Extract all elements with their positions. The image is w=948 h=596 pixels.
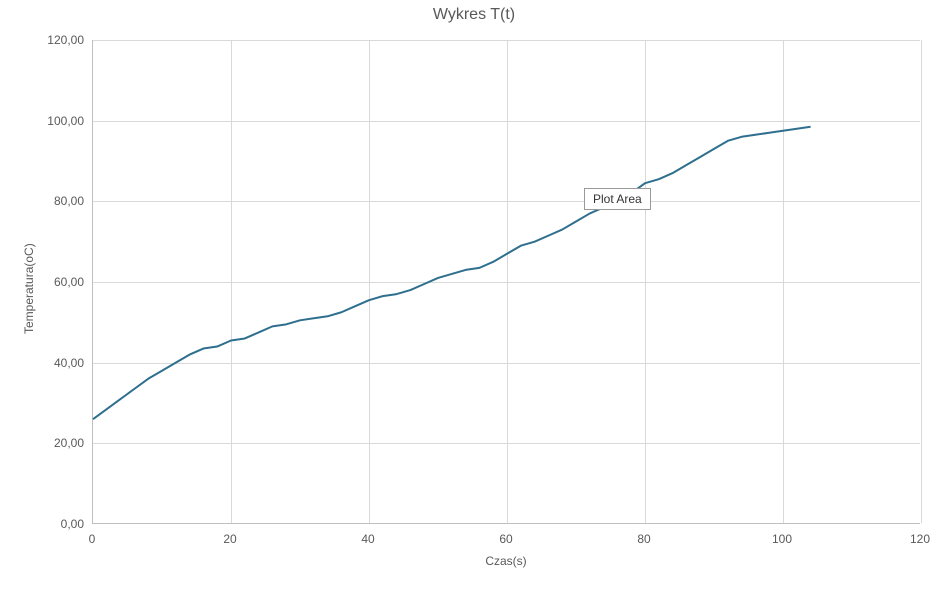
- data-line: [93, 40, 921, 524]
- gridline-vertical: [921, 40, 922, 523]
- x-tick-label: 60: [499, 532, 512, 546]
- x-tick-label: 80: [637, 532, 650, 546]
- x-tick-label: 100: [772, 532, 792, 546]
- y-tick-label: 20,00: [54, 436, 84, 450]
- y-tick-label: 40,00: [54, 356, 84, 370]
- x-tick-label: 20: [223, 532, 236, 546]
- plot-area[interactable]: [92, 40, 920, 524]
- y-tick-label: 100,00: [47, 114, 84, 128]
- x-tick-label: 0: [89, 532, 96, 546]
- y-tick-label: 120,00: [47, 33, 84, 47]
- x-tick-label: 40: [361, 532, 374, 546]
- y-axis-label: Temperatura(oC): [22, 243, 36, 334]
- plot-area-tooltip: Plot Area: [584, 188, 651, 210]
- x-axis-label: Czas(s): [92, 554, 920, 568]
- chart-title: Wykres T(t): [0, 6, 948, 24]
- y-tick-label: 0,00: [61, 517, 84, 531]
- x-tick-label: 120: [910, 532, 930, 546]
- y-tick-label: 60,00: [54, 275, 84, 289]
- y-tick-label: 80,00: [54, 194, 84, 208]
